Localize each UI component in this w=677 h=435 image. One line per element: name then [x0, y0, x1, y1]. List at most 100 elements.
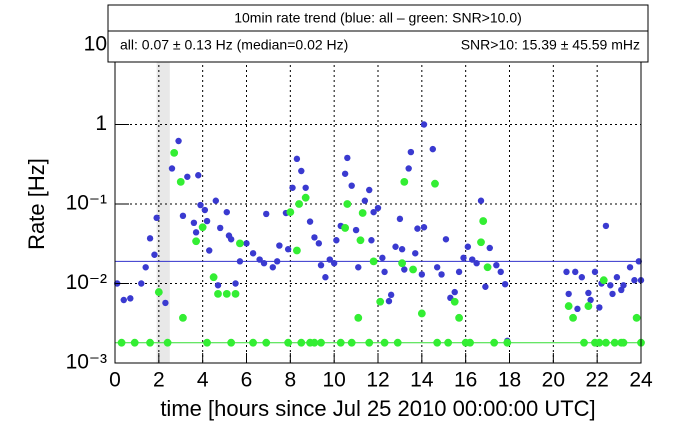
data-point	[473, 260, 480, 267]
data-point	[201, 206, 209, 214]
data-point	[433, 338, 442, 347]
data-point	[352, 226, 360, 234]
data-point	[306, 218, 314, 225]
data-point	[330, 260, 338, 267]
data-point	[503, 338, 512, 347]
data-point	[412, 250, 419, 257]
data-point	[569, 313, 577, 322]
data-point	[175, 137, 182, 145]
x-axis-title: time [hours since Jul 25 2010 00:00:00 U…	[160, 396, 595, 421]
data-point	[572, 268, 579, 276]
stats-box: 10min rate trend (blue: all – green: SNR…	[107, 4, 649, 63]
data-point	[563, 268, 570, 276]
data-point	[602, 222, 610, 230]
data-point	[574, 305, 581, 313]
data-point	[444, 338, 453, 347]
data-point	[587, 296, 594, 304]
data-point	[356, 236, 365, 245]
data-point	[407, 148, 415, 156]
data-point	[146, 235, 154, 242]
data-point	[578, 274, 586, 281]
data-point	[176, 177, 185, 186]
data-point	[455, 313, 463, 322]
data-point	[610, 338, 619, 347]
data-point	[580, 338, 588, 347]
data-point	[400, 177, 409, 186]
data-point	[203, 338, 211, 347]
data-point	[341, 170, 349, 177]
data-point	[262, 338, 271, 347]
data-point	[344, 154, 351, 162]
data-point	[127, 295, 134, 302]
data-point	[380, 338, 389, 347]
data-point	[117, 338, 126, 347]
y-tick-label: 1	[95, 112, 107, 135]
data-point	[336, 338, 345, 347]
data-point	[222, 289, 231, 298]
data-point	[192, 229, 200, 236]
data-point	[263, 210, 270, 218]
data-point	[214, 289, 222, 298]
data-point	[354, 313, 363, 322]
data-point	[420, 121, 428, 128]
x-tick-label: 6	[241, 369, 253, 392]
x-tick-label: 2	[153, 369, 165, 392]
stats-all: all: 0.07 ± 0.13 Hz (median=0.02 Hz)	[120, 37, 348, 53]
data-point	[477, 197, 485, 204]
x-tick-label: 12	[366, 369, 389, 392]
data-point	[209, 273, 218, 282]
x-tick-label: 4	[197, 369, 209, 392]
data-point	[632, 313, 641, 322]
data-point	[284, 338, 293, 347]
data-point	[450, 297, 459, 306]
data-point	[609, 290, 616, 298]
data-point	[231, 289, 240, 298]
data-point	[162, 299, 169, 307]
data-point	[565, 290, 572, 298]
data-point	[374, 204, 382, 212]
stats-title: 10min rate trend (blue: all – green: SNR…	[234, 10, 522, 26]
x-tick-label: 18	[498, 369, 521, 392]
x-tick-label: 16	[454, 369, 477, 392]
data-point	[192, 237, 200, 246]
data-point	[232, 280, 239, 287]
x-tick-label: 8	[284, 369, 296, 392]
data-point	[490, 338, 499, 347]
data-point	[370, 208, 377, 216]
data-point	[197, 201, 204, 209]
data-point	[227, 236, 235, 243]
data-point	[168, 165, 176, 172]
data-point	[269, 264, 276, 271]
x-tick-label: 24	[629, 369, 653, 392]
data-point	[295, 200, 303, 208]
data-point	[418, 271, 426, 278]
data-point	[451, 288, 458, 296]
data-point	[429, 145, 436, 153]
data-point	[284, 246, 292, 253]
data-point	[236, 239, 244, 248]
data-point	[599, 276, 608, 285]
y-tick-label: 10	[84, 33, 107, 56]
data-point	[626, 264, 634, 271]
data-point	[236, 258, 244, 265]
data-point	[405, 165, 412, 172]
data-point	[206, 247, 213, 254]
data-point	[317, 338, 325, 347]
data-point	[479, 217, 488, 225]
data-point	[289, 184, 296, 191]
data-point	[387, 291, 395, 299]
data-point	[564, 302, 573, 310]
data-point	[477, 238, 485, 247]
data-point	[341, 224, 350, 232]
data-point	[396, 215, 404, 223]
data-point	[347, 338, 356, 347]
data-point	[297, 338, 306, 347]
data-point	[455, 268, 463, 276]
data-point	[469, 256, 476, 263]
data-point	[414, 225, 421, 232]
data-point	[420, 224, 428, 231]
data-point	[190, 219, 198, 227]
data-point	[249, 250, 257, 257]
data-point	[381, 268, 388, 276]
